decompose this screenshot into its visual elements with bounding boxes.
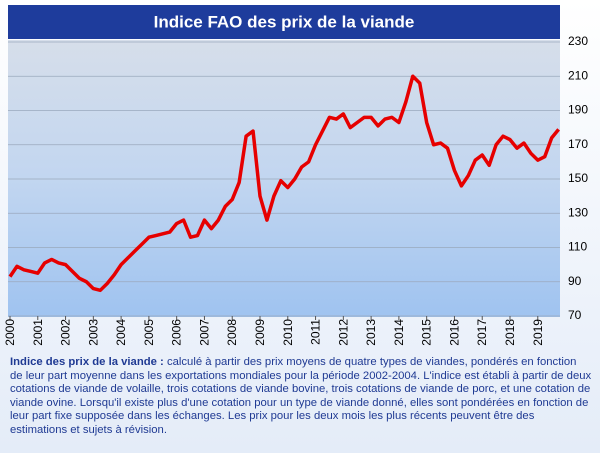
- x-tick-label: 2005: [142, 319, 156, 346]
- y-tick-label: 110: [568, 240, 587, 254]
- caption-label: Indice des prix de la viande :: [10, 356, 164, 368]
- x-tick-label: 2014: [392, 319, 406, 346]
- x-tick-label: 2001: [31, 319, 45, 346]
- chart: Indice FAO des prix de la viande 70 90 110…: [3, 5, 588, 346]
- x-tick-label: 2008: [225, 319, 239, 346]
- chart-title: Indice FAO des prix de la viande: [154, 12, 415, 31]
- x-tick-label: 2011: [309, 319, 323, 345]
- y-tick-label: 170: [568, 137, 588, 151]
- x-tick-label: 2003: [86, 319, 100, 346]
- x-tick-label: 2009: [253, 319, 267, 346]
- y-tick-label: 230: [568, 34, 588, 48]
- x-tick-label: 2013: [364, 319, 378, 346]
- series-line: [8, 74, 560, 293]
- y-tick-label: 90: [568, 274, 582, 288]
- x-tick-label: 2010: [281, 319, 295, 346]
- x-tick-label: 2004: [114, 319, 128, 346]
- x-tick-label: 2007: [197, 319, 211, 346]
- x-tick-label: 2015: [420, 319, 434, 346]
- x-tick-label: 2019: [531, 319, 545, 346]
- y-tick-label: 70: [568, 308, 582, 322]
- x-tick-label: 2002: [59, 319, 73, 346]
- plot-area: [8, 40, 560, 317]
- caption: Indice des prix de la viande : calculé à…: [10, 356, 592, 438]
- x-tick-label: 2018: [503, 319, 517, 346]
- x-tick-label: 2006: [170, 319, 184, 346]
- caption-text: calculé à partir des prix moyens de quat…: [10, 356, 592, 436]
- y-tick-label: 210: [568, 68, 588, 82]
- x-tick-label: 2016: [447, 319, 461, 346]
- y-tick-label: 130: [568, 205, 588, 219]
- y-tick-label: 150: [568, 171, 588, 185]
- title-banner: [8, 5, 560, 39]
- x-tick-label: 2000: [3, 319, 17, 346]
- y-tick-label: 190: [568, 103, 588, 117]
- x-tick-label: 2012: [336, 319, 350, 346]
- x-tick-label: 2017: [475, 319, 489, 346]
